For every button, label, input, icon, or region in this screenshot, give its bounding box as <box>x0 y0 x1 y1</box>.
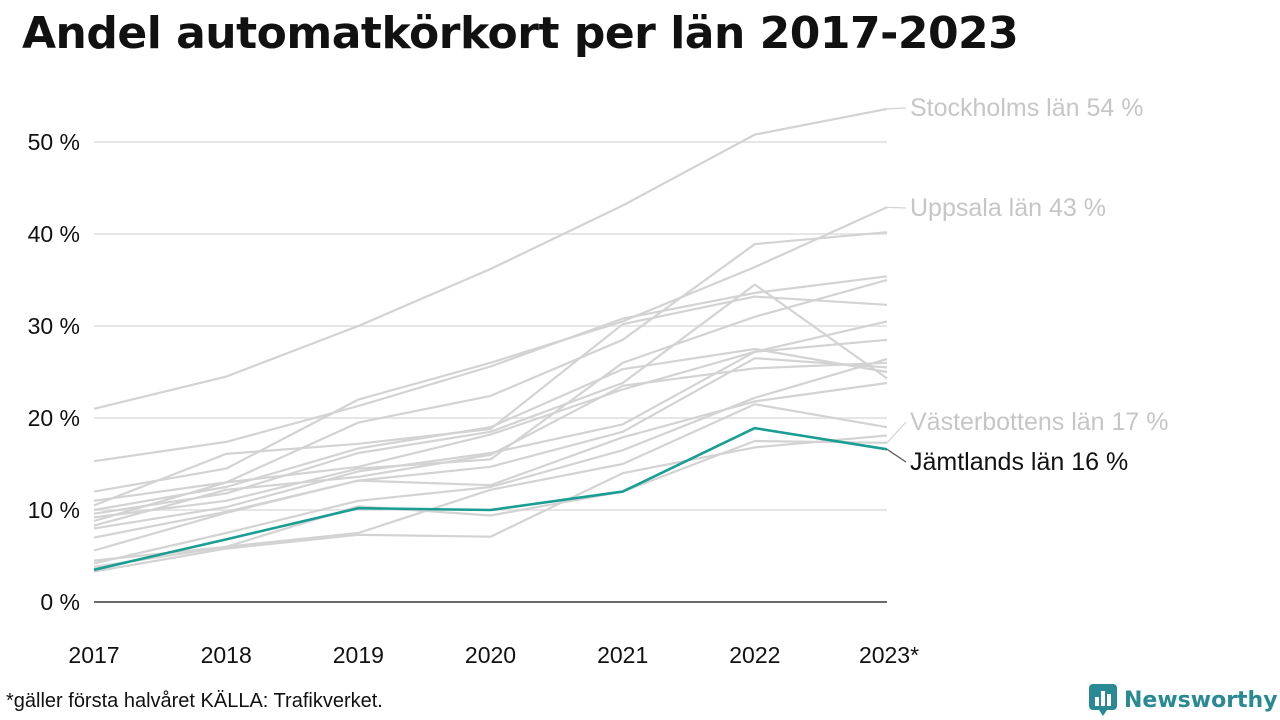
series-end-label: Stockholms län 54 % <box>910 94 1143 122</box>
series-end-label: Uppsala län 43 % <box>910 194 1106 222</box>
series-line-län-10 <box>93 278 888 519</box>
label-leader-line <box>886 206 907 209</box>
chart-title: Andel automatkörkort per län 2017-2023 <box>22 8 1019 59</box>
x-tick-label: 2022 <box>729 642 780 668</box>
y-axis-tick-labels: 0 % 10 % 20 % 30 % 40 % 50 % <box>28 129 80 615</box>
newsworthy-logo-icon <box>1089 684 1117 716</box>
brand-logo[interactable]: Newsworthy <box>1088 683 1278 717</box>
y-tick-label: 0 % <box>40 589 80 615</box>
y-tick-label: 30 % <box>28 313 80 339</box>
x-axis-tick-labels: 2017 2018 2019 2020 2021 2022 2023* <box>68 642 919 668</box>
grid-lines <box>94 141 887 603</box>
series-line-län-7 <box>93 295 888 507</box>
x-tick-label: 2023* <box>859 642 919 668</box>
series-line-län-12 <box>93 361 888 527</box>
x-tick-label: 2021 <box>597 642 648 668</box>
y-tick-label: 40 % <box>28 221 80 247</box>
series-line-jämtlands-län <box>93 426 888 572</box>
series-line-län-8 <box>93 347 888 512</box>
x-tick-label: 2017 <box>68 642 119 668</box>
series-lines <box>93 107 888 573</box>
brand-name: Newsworthy <box>1124 687 1278 713</box>
x-tick-label: 2018 <box>201 642 252 668</box>
series-end-label: Jämtlands län 16 % <box>910 448 1128 476</box>
label-leader-line <box>886 421 907 444</box>
series-end-labels: Stockholms län 54 % Uppsala län 43 % Väste… <box>886 94 1169 476</box>
series-line-län-13 <box>93 338 888 530</box>
label-leader-line <box>886 448 907 463</box>
series-line-län-16 <box>93 358 888 565</box>
label-leader-line <box>886 107 907 110</box>
y-tick-label: 50 % <box>28 129 80 155</box>
series-line-län-15 <box>93 381 888 552</box>
series-line-län-17 <box>93 403 888 569</box>
series-line-län-9 <box>93 283 888 515</box>
series-line-län-5 <box>93 275 888 463</box>
y-tick-label: 20 % <box>28 405 80 431</box>
x-tick-label: 2019 <box>333 642 384 668</box>
series-line-stockholms-län <box>93 107 888 410</box>
y-tick-label: 10 % <box>28 497 80 523</box>
x-tick-label: 2020 <box>465 642 516 668</box>
series-line-uppsala-län <box>93 206 888 493</box>
source-footnote: *gäller första halvåret KÄLLA: Trafikver… <box>6 690 383 712</box>
series-line-län-18 <box>93 434 888 573</box>
series-end-label: Västerbottens län 17 % <box>910 408 1169 436</box>
